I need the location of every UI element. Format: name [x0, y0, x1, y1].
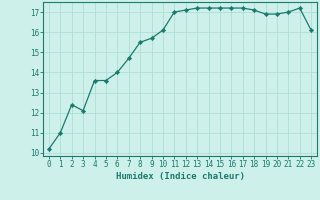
X-axis label: Humidex (Indice chaleur): Humidex (Indice chaleur)	[116, 172, 244, 181]
